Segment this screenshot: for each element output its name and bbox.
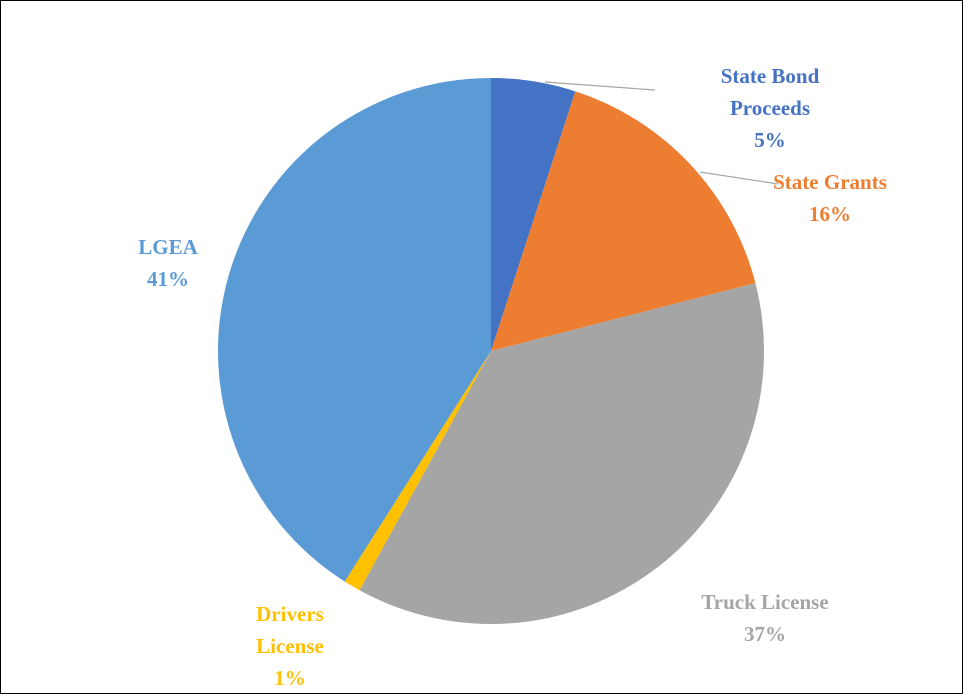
- category-label: Truck License: [701, 590, 829, 614]
- value-label: 41%: [147, 267, 189, 291]
- data-label: Truck License 37%: [650, 586, 880, 650]
- category-label: Drivers License: [256, 602, 324, 658]
- value-label: 16%: [809, 202, 851, 226]
- slices: [217, 78, 764, 624]
- value-label: 37%: [744, 622, 786, 646]
- data-label: State Bond Proceeds 5%: [690, 60, 850, 156]
- value-label: 1%: [274, 666, 306, 690]
- leader-line: [699, 171, 779, 185]
- leader-line: [544, 81, 656, 91]
- category-label: LGEA: [138, 235, 198, 259]
- pie-slice: [359, 283, 764, 624]
- pie-slice: [491, 78, 576, 351]
- pie-slice: [344, 351, 491, 591]
- value-label: 5%: [754, 128, 786, 152]
- data-label: State Grants 16%: [760, 166, 900, 230]
- pie-slice: [217, 78, 491, 582]
- category-label: State Bond Proceeds: [720, 64, 820, 120]
- pie-slice: [491, 91, 756, 351]
- data-label: Drivers License 1%: [230, 598, 350, 694]
- data-label: LGEA 41%: [108, 231, 228, 295]
- category-label: State Grants: [773, 170, 887, 194]
